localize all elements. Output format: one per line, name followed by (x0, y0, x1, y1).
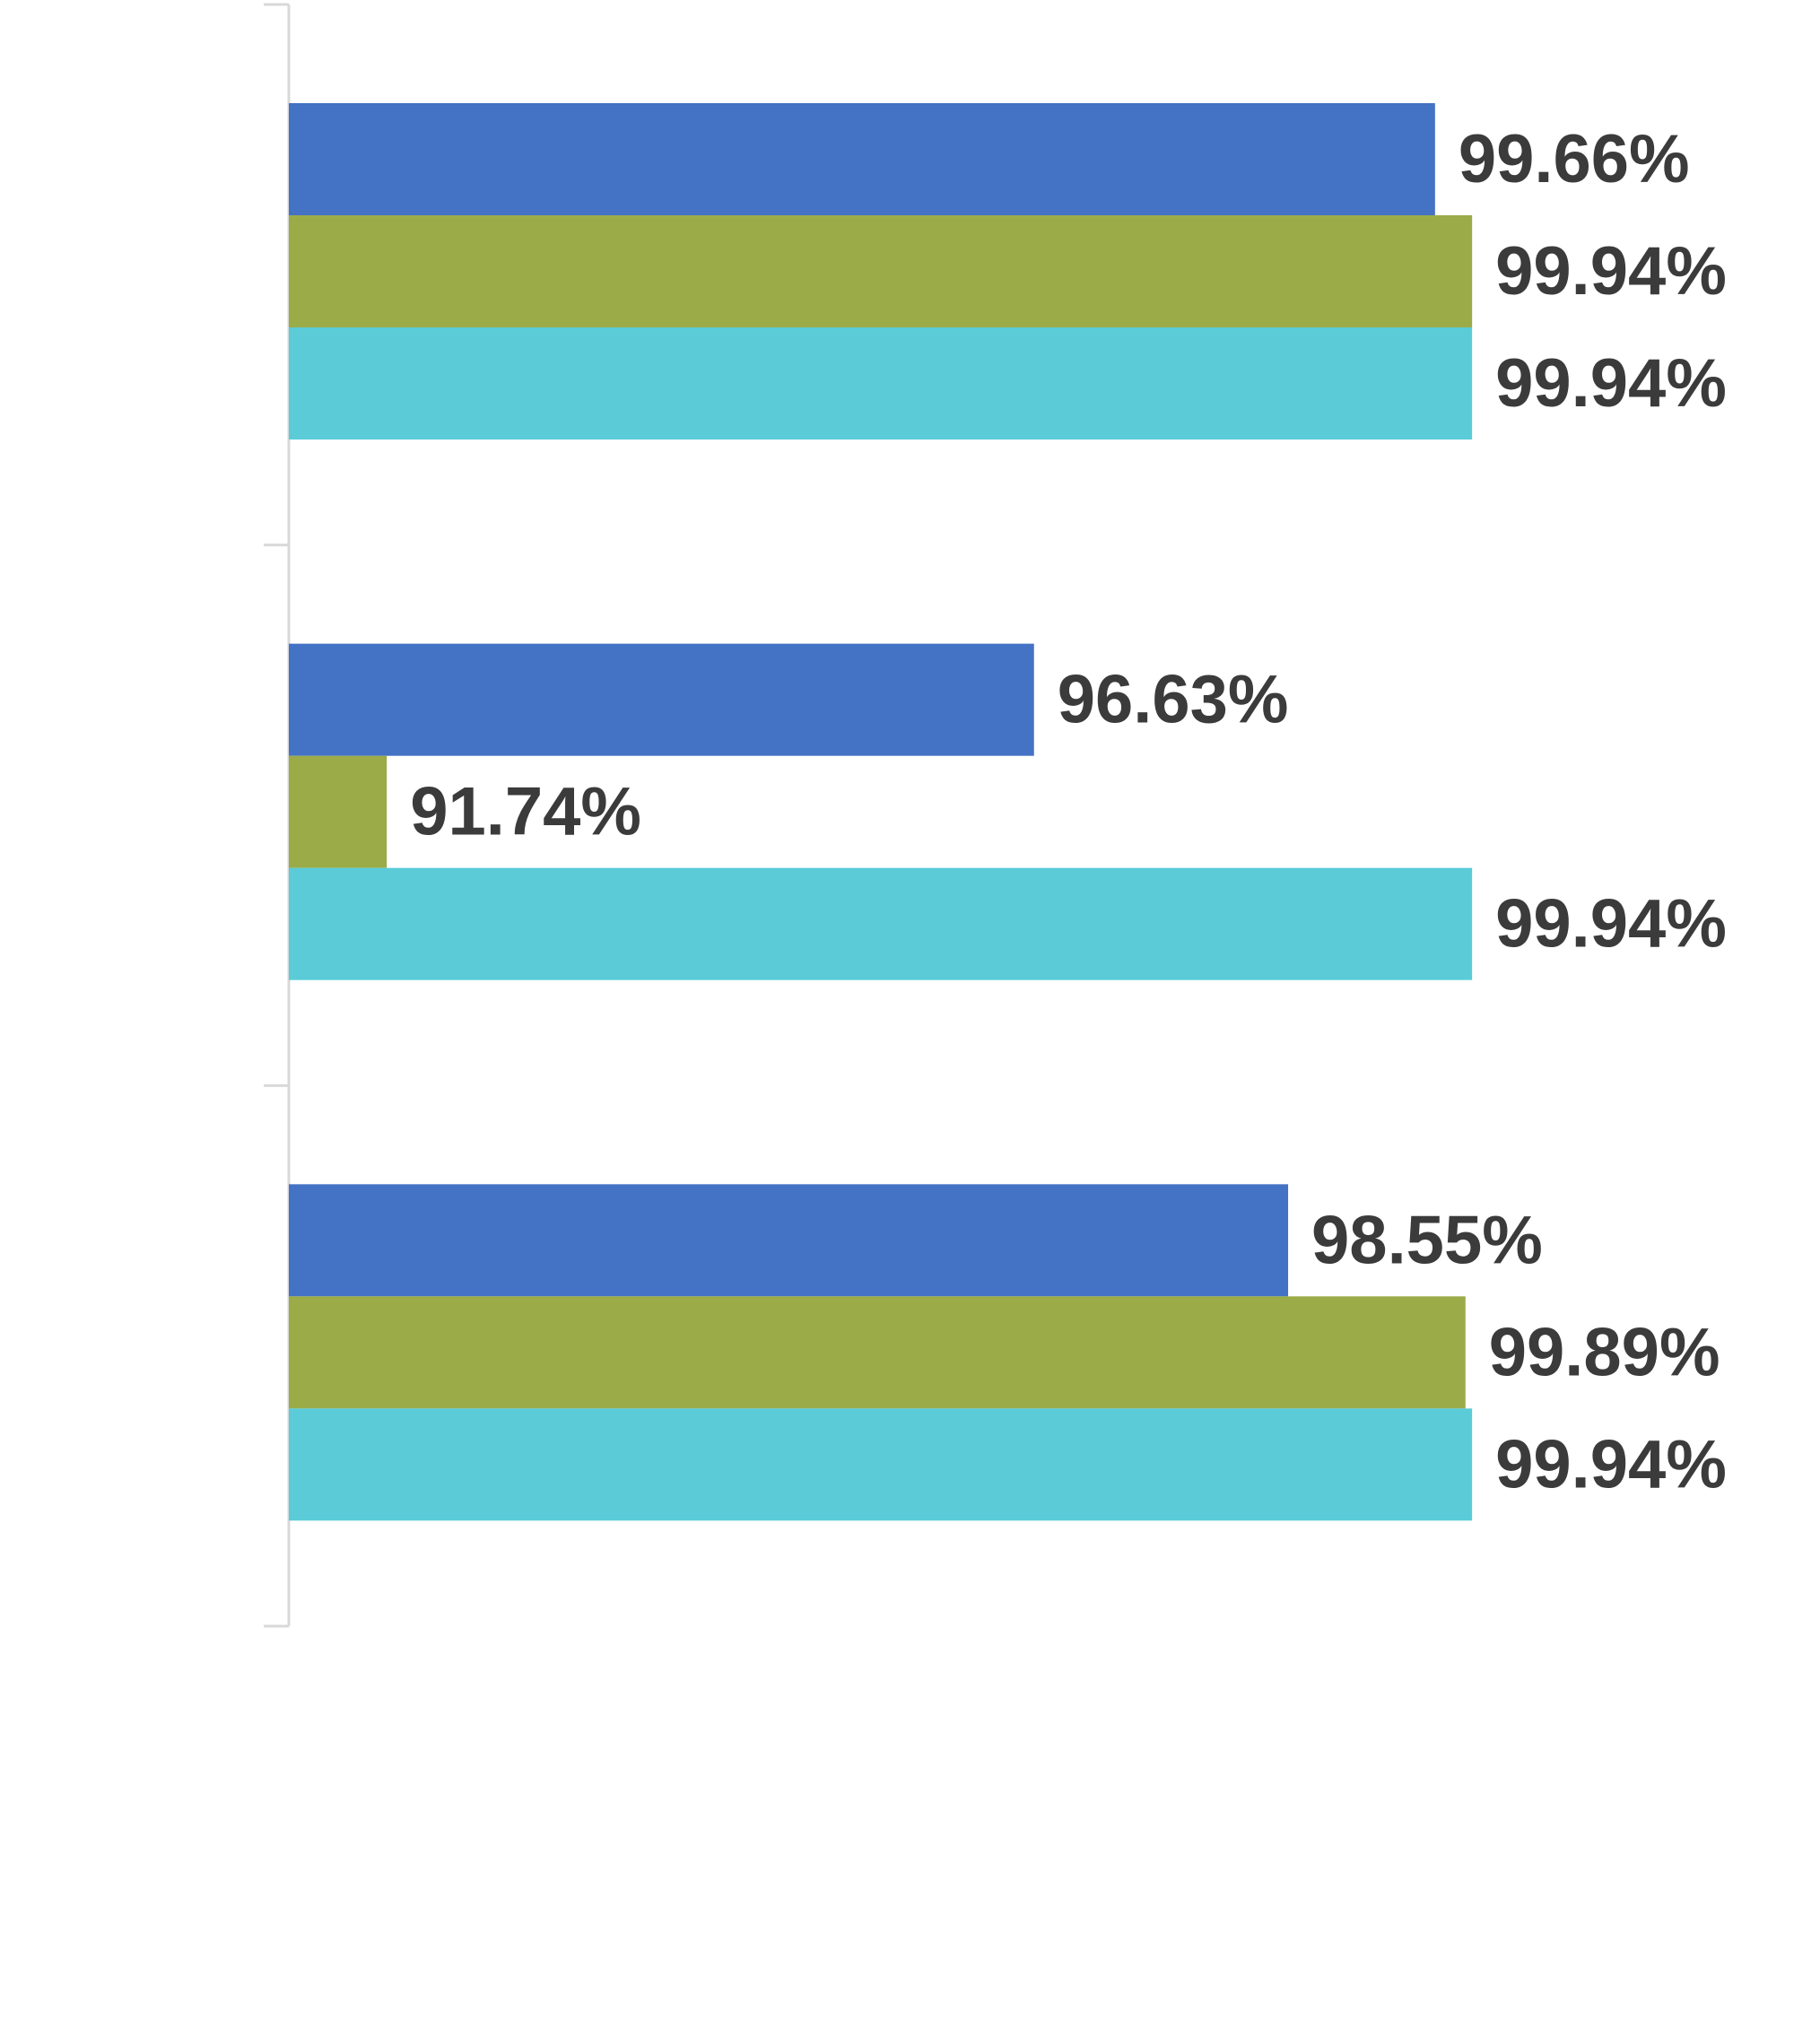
bar-value-label: 96.63% (1058, 662, 1289, 738)
bar (289, 755, 388, 868)
bar-value-label: 99.94% (1495, 233, 1727, 309)
bar-value-label: 98.55% (1311, 1202, 1543, 1278)
bars (289, 103, 1473, 1521)
bar (289, 1408, 1473, 1521)
bar (289, 1296, 1466, 1409)
bar (289, 215, 1473, 327)
bar-value-label: 99.94% (1495, 886, 1727, 962)
bar-value-label: 91.74% (410, 774, 641, 850)
bar-value-label: 99.89% (1489, 1314, 1720, 1390)
bar (289, 643, 1034, 756)
bar (289, 867, 1473, 980)
bar (289, 103, 1435, 215)
bar-value-label: 99.94% (1495, 1426, 1727, 1502)
bar-value-label: 99.94% (1495, 345, 1727, 422)
data-labels: 99.66% 99.94% 99.94% 96.63% 91.74% 99.94% 98.5… (410, 121, 1727, 1502)
bar (289, 327, 1473, 439)
bar-value-label: 99.66% (1459, 121, 1690, 197)
category-axis (264, 3, 291, 1628)
bar (289, 1184, 1289, 1297)
